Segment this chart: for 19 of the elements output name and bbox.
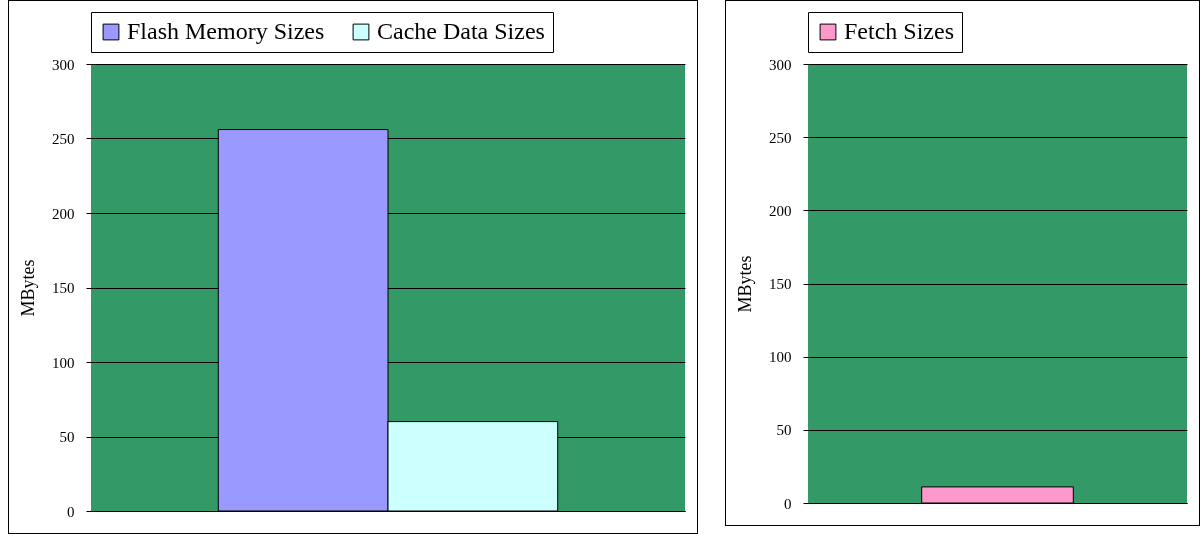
y-tick-label: 0 (67, 503, 75, 520)
y-tick-label: 250 (52, 131, 75, 147)
y-tick-label: 100 (769, 349, 792, 366)
y-tick-label: 0 (784, 495, 792, 512)
y-axis-title: MBytes (18, 259, 38, 317)
y-tick-label: 100 (52, 354, 75, 371)
y-tick-label: 200 (52, 205, 75, 222)
y-tick-label: 250 (769, 129, 792, 146)
y-tick-label: 150 (52, 280, 75, 296)
y-tick-label: 150 (769, 276, 792, 292)
y-axis-title: MBytes (735, 255, 755, 313)
y-tick-label: 300 (769, 56, 792, 73)
legend-label: Cache Data Sizes (377, 18, 545, 44)
legend-label: Fetch Sizes (844, 18, 954, 44)
legend-label: Flash Memory Sizes (127, 18, 325, 44)
y-tick-label: 200 (769, 202, 792, 219)
y-tick-label: 50 (59, 429, 75, 445)
y-tick-label: 300 (52, 56, 75, 73)
y-tick-label: 50 (776, 422, 792, 439)
